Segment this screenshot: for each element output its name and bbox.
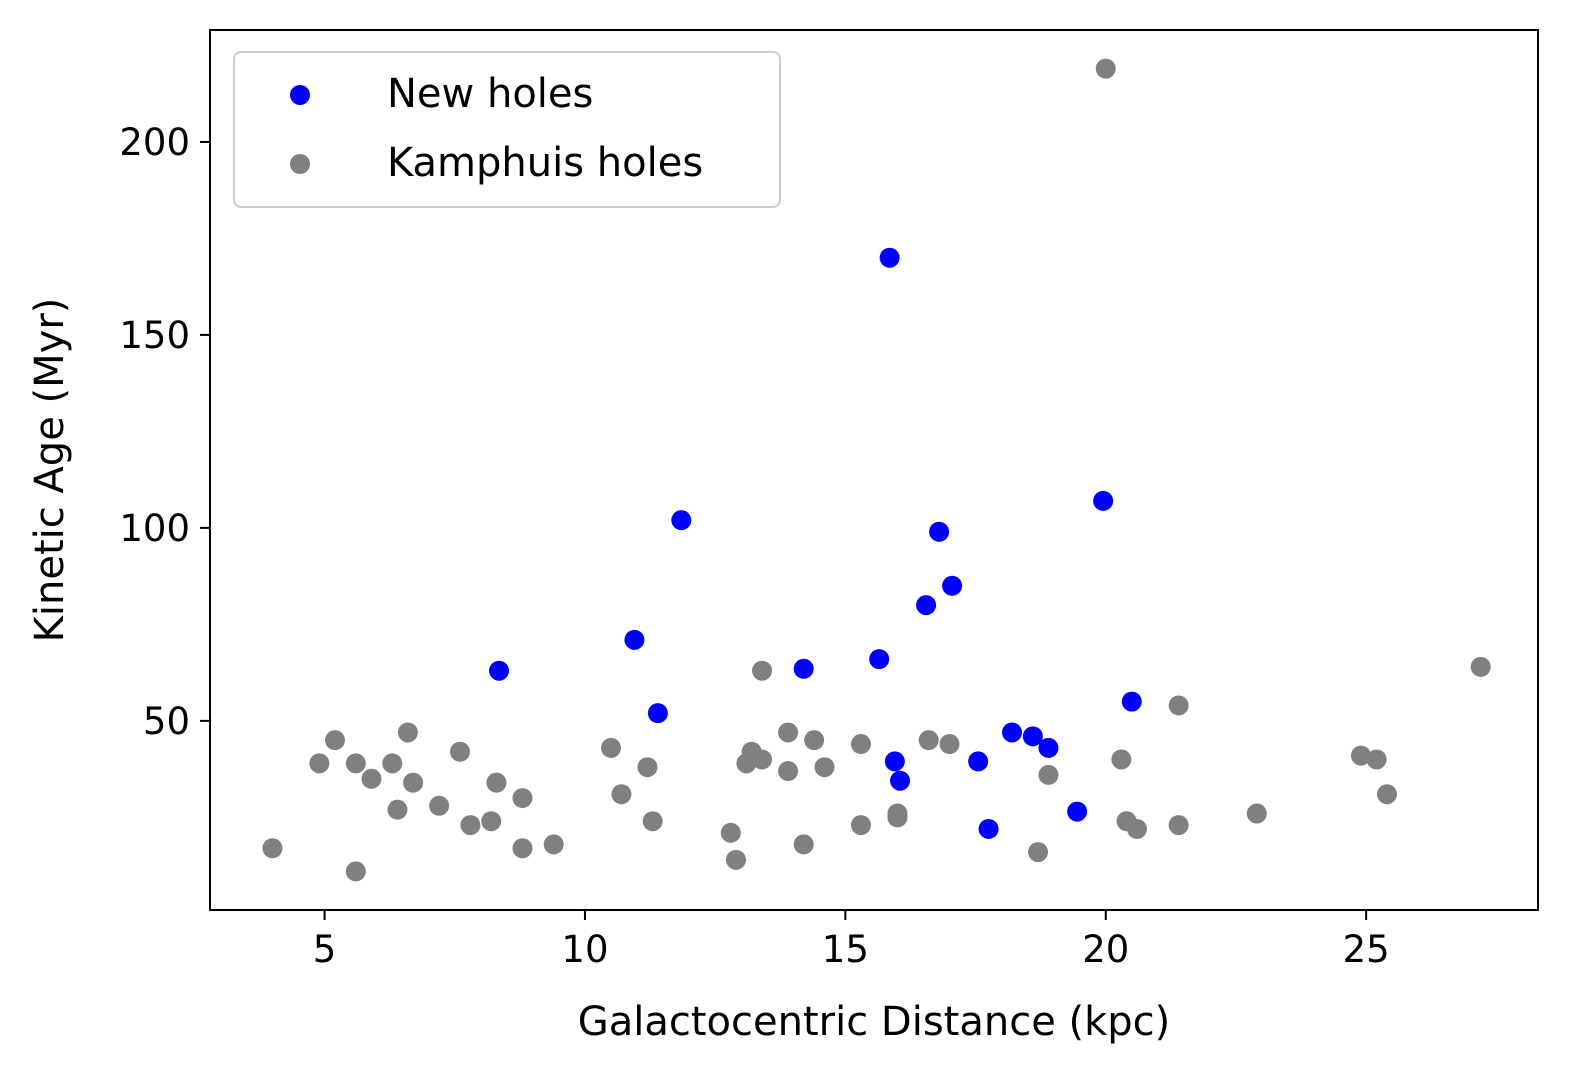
series-new-holes [489, 247, 1142, 839]
legend-label-new-holes: New holes [387, 71, 593, 117]
x-axis-label: Galactocentric Distance (kpc) [578, 999, 1171, 1045]
data-point [890, 770, 911, 791]
legend: New holes Kamphuis holes [233, 51, 781, 208]
data-point [601, 737, 622, 758]
data-point [1111, 749, 1132, 770]
data-point [345, 861, 366, 882]
x-tick-label: 20 [1082, 928, 1129, 971]
data-point [324, 730, 345, 751]
data-point [1350, 745, 1371, 766]
data-point [1376, 784, 1397, 805]
data-point [382, 753, 403, 774]
data-point [804, 730, 825, 751]
data-point [647, 703, 668, 724]
data-point [460, 815, 481, 836]
data-point [1093, 490, 1114, 511]
data-point [720, 822, 741, 843]
data-point [262, 838, 283, 859]
data-point [624, 629, 645, 650]
plot-frame [209, 29, 1539, 911]
data-point [752, 660, 773, 681]
data-point [939, 734, 960, 755]
data-point [489, 660, 510, 681]
y-tick-label: 50 [143, 700, 190, 743]
data-point [1002, 722, 1023, 743]
data-point [512, 838, 533, 859]
data-point [752, 749, 773, 770]
data-point [1022, 726, 1043, 747]
data-point [918, 730, 939, 751]
data-point [978, 818, 999, 839]
data-point [814, 757, 835, 778]
series-kamphuis-holes [262, 58, 1491, 882]
data-point [968, 751, 989, 772]
data-point [486, 772, 507, 793]
legend-marker-kamphuis-holes [290, 154, 310, 174]
data-point [793, 834, 814, 855]
legend-marker-new-holes [290, 85, 310, 105]
data-point [429, 795, 450, 816]
data-point [793, 658, 814, 679]
data-point [1038, 737, 1059, 758]
data-point [1168, 695, 1189, 716]
data-point [778, 722, 799, 743]
data-point [512, 788, 533, 809]
data-point [642, 811, 663, 832]
data-point [1366, 749, 1387, 770]
data-point [929, 521, 950, 542]
data-point [543, 834, 564, 855]
data-point [942, 575, 963, 596]
y-axis-label: Kinetic Age (Myr) [27, 298, 73, 643]
data-point [1028, 842, 1049, 863]
data-point [449, 741, 470, 762]
data-point [1470, 656, 1491, 677]
data-point [403, 772, 424, 793]
legend-box [233, 51, 781, 208]
data-point [916, 595, 937, 616]
data-point [1121, 691, 1142, 712]
data-points [262, 58, 1491, 882]
data-point [887, 807, 908, 828]
data-point [1126, 818, 1147, 839]
data-point [778, 761, 799, 782]
data-point [637, 757, 658, 778]
data-point [481, 811, 502, 832]
y-tick-label: 200 [119, 121, 190, 164]
data-point [361, 768, 382, 789]
data-point [850, 815, 871, 836]
data-point [1246, 803, 1267, 824]
data-point [611, 784, 632, 805]
data-point [725, 849, 746, 870]
data-point [1038, 764, 1059, 785]
data-point [1168, 815, 1189, 836]
legend-label-kamphuis-holes: Kamphuis holes [387, 140, 703, 186]
x-tick-label: 10 [561, 928, 608, 971]
x-tick-label: 25 [1343, 928, 1390, 971]
data-point [879, 247, 900, 268]
data-point [884, 751, 905, 772]
data-point [387, 799, 408, 820]
data-point [397, 722, 418, 743]
y-tick-label: 150 [119, 314, 190, 357]
data-point [869, 649, 890, 670]
x-tick-label: 5 [313, 928, 337, 971]
data-point [345, 753, 366, 774]
data-point [1095, 58, 1116, 79]
data-point [850, 734, 871, 755]
y-tick-label: 100 [119, 507, 190, 550]
data-point [671, 510, 692, 531]
x-axis-ticks: 5 10 15 20 25 [313, 910, 1390, 971]
data-point [309, 753, 330, 774]
x-tick-label: 15 [822, 928, 869, 971]
y-axis-ticks: 50 100 150 200 [119, 121, 210, 743]
data-point [1067, 801, 1088, 822]
